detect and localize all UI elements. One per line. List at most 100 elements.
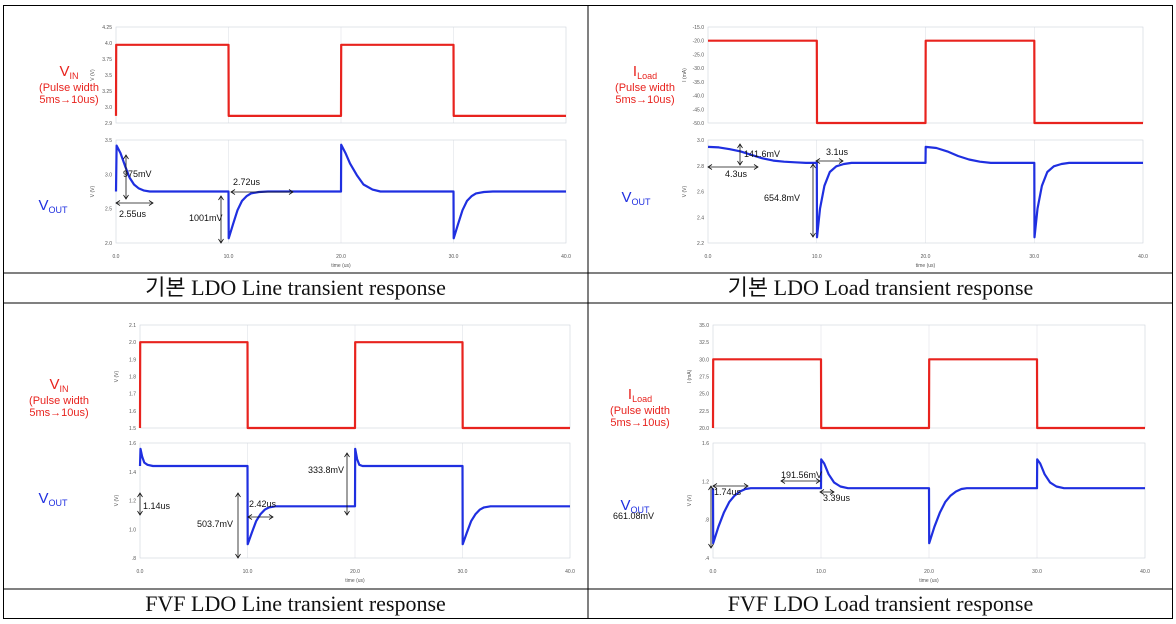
input-signal-label: ILoad [628,386,652,404]
top-y-tick-label: -20.0 [693,39,705,45]
chart-cell-basic-line: 4.25 4.0 3.75 3.5 3.25 3.0 2.9 V (V) 3.5 3.0 2.5 2.… [3,5,588,273]
x-tick-label: 0.0 [137,569,144,575]
top-y-tick-label: 4.0 [105,41,112,47]
bottom-y-axis-label: V (V) [682,185,688,197]
top-y-tick-label: 2.9 [105,121,112,127]
annotation-arrowhead [230,189,236,195]
top-y-tick-label: 1.5 [129,426,136,432]
top-y-tick-label: 1.8 [129,375,136,381]
annotation-arrowhead [218,195,224,201]
x-tick-label: 10.0 [243,569,253,575]
x-tick-label: 40.0 [565,569,575,575]
annotation-label: 2.72us [233,177,261,187]
annotation-arrowhead [137,510,143,516]
top-series-line [138,341,570,430]
annotation-arrowhead [137,492,143,498]
caption-basic-line: 기본 LDO Line transient response [145,275,446,300]
bottom-y-tick-label: 1.6 [129,441,136,447]
input-pulse-note: 5ms→10us) [29,407,88,419]
bottom-y-tick-label: 3.0 [105,172,112,178]
input-pulse-note: (Pulse width [615,82,675,94]
annotation-label: 975mV [123,169,152,179]
top-y-tick-label: -30.0 [693,66,705,72]
annotation-arrowhead [819,489,825,495]
annotation-label: 3.1us [826,147,849,157]
bottom-y-tick-label: 3.5 [105,138,112,144]
annotation-arrowhead [344,452,350,458]
top-y-tick-label: 20.0 [699,426,709,432]
top-y-axis-label: V (V) [114,370,120,382]
bottom-series-line [138,447,570,546]
annotation-label: 661.08mV [613,511,654,521]
bottom-y-tick-label: 1.4 [129,470,136,476]
x-tick-label: 40.0 [1140,569,1150,575]
chart-basic-ldo-line: 4.25 4.0 3.75 3.5 3.25 3.0 2.9 V (V) 3.5 3.0 2.5 2.… [38,25,571,269]
input-signal-subscript: Load [632,394,652,404]
chart-cell-fvf-load: 35.0 32.5 30.0 27.5 25.0 22.5 20.0 I (mA) 1.6 1.2… [588,303,1173,589]
annotation-arrowhead [712,483,718,489]
x-axis-label: time (us) [916,263,936,269]
top-y-tick-label: 22.5 [699,409,709,415]
bottom-y-tick-label: .4 [705,556,709,562]
bottom-y-tick-label: .8 [705,518,709,524]
x-tick-label: 20.0 [336,254,346,260]
annotation-arrowhead [707,164,713,170]
annotation-arrowhead [235,553,241,559]
top-y-tick-label: 32.5 [699,340,709,346]
figure-grid: 4.25 4.0 3.75 3.5 3.25 3.0 2.9 V (V) 3.5 3.0 2.5 2.… [3,5,1173,619]
annotation-arrowhead [810,163,816,169]
top-y-tick-label: 2.0 [129,340,136,346]
top-y-axis-label: V (V) [90,69,96,81]
annotation-arrowhead [344,510,350,516]
bottom-y-tick-label: 1.6 [702,441,709,447]
annotation-arrowhead [115,200,121,206]
top-y-tick-label: -45.0 [693,107,705,113]
bottom-y-axis-label: V (V) [90,185,96,197]
annotation-arrowhead [838,158,844,164]
bottom-y-tick-label: 2.4 [697,215,704,221]
top-series-line [708,39,1143,125]
top-y-tick-label: -15.0 [693,25,705,31]
bottom-y-tick-label: 2.6 [697,190,704,196]
x-tick-label: 0.0 [710,569,717,575]
bottom-y-axis-label: V (V) [687,494,693,506]
annotation-label: 503.7mV [197,519,233,529]
x-axis-label: time (us) [919,578,939,584]
annotation-arrowhead [753,164,759,170]
x-tick-label: 30.0 [1029,254,1039,260]
input-pulse-note: 5ms→10us) [615,94,674,106]
output-signal-subscript: OUT [49,498,69,508]
x-tick-label: 0.0 [113,254,120,260]
x-tick-label: 30.0 [458,569,468,575]
annotation-arrowhead [247,514,253,520]
annotation-arrowhead [708,485,714,491]
x-tick-label: 30.0 [1032,569,1042,575]
annotation-label: 191.56mV [781,470,822,480]
bottom-y-tick-label: 1.2 [702,479,709,485]
top-y-axis-label: I (mA) [682,68,688,82]
input-signal-subscript: Load [637,71,657,81]
annotation-arrowhead [288,189,294,195]
annotation-arrowhead [268,514,274,520]
x-axis-label: time (us) [345,578,365,584]
annotation-arrowhead [148,200,154,206]
x-tick-label: 10.0 [224,254,234,260]
input-signal-subscript: IN [70,71,79,81]
top-y-tick-label: 27.5 [699,375,709,381]
table-border [3,5,1173,619]
top-y-tick-label: 25.0 [699,392,709,398]
input-signal-label: ILoad [633,63,657,81]
bottom-y-tick-label: 2.2 [697,241,704,247]
output-signal-label: VOUT [38,490,68,508]
caption-basic-load: 기본 LDO Load transient response [727,275,1034,300]
annotation-arrowhead [815,478,821,484]
input-pulse-note: (Pulse width [39,82,99,94]
bottom-series-line [114,143,566,240]
annotation-label: 333.8mV [308,465,344,475]
x-tick-label: 0.0 [705,254,712,260]
annotation-label: 4.3us [725,169,748,179]
input-pulse-note: 5ms→10us) [39,94,98,106]
annotation-arrowhead [708,543,714,549]
top-y-tick-label: 3.5 [105,73,112,79]
caption-fvf-load: FVF LDO Load transient response [727,591,1034,616]
